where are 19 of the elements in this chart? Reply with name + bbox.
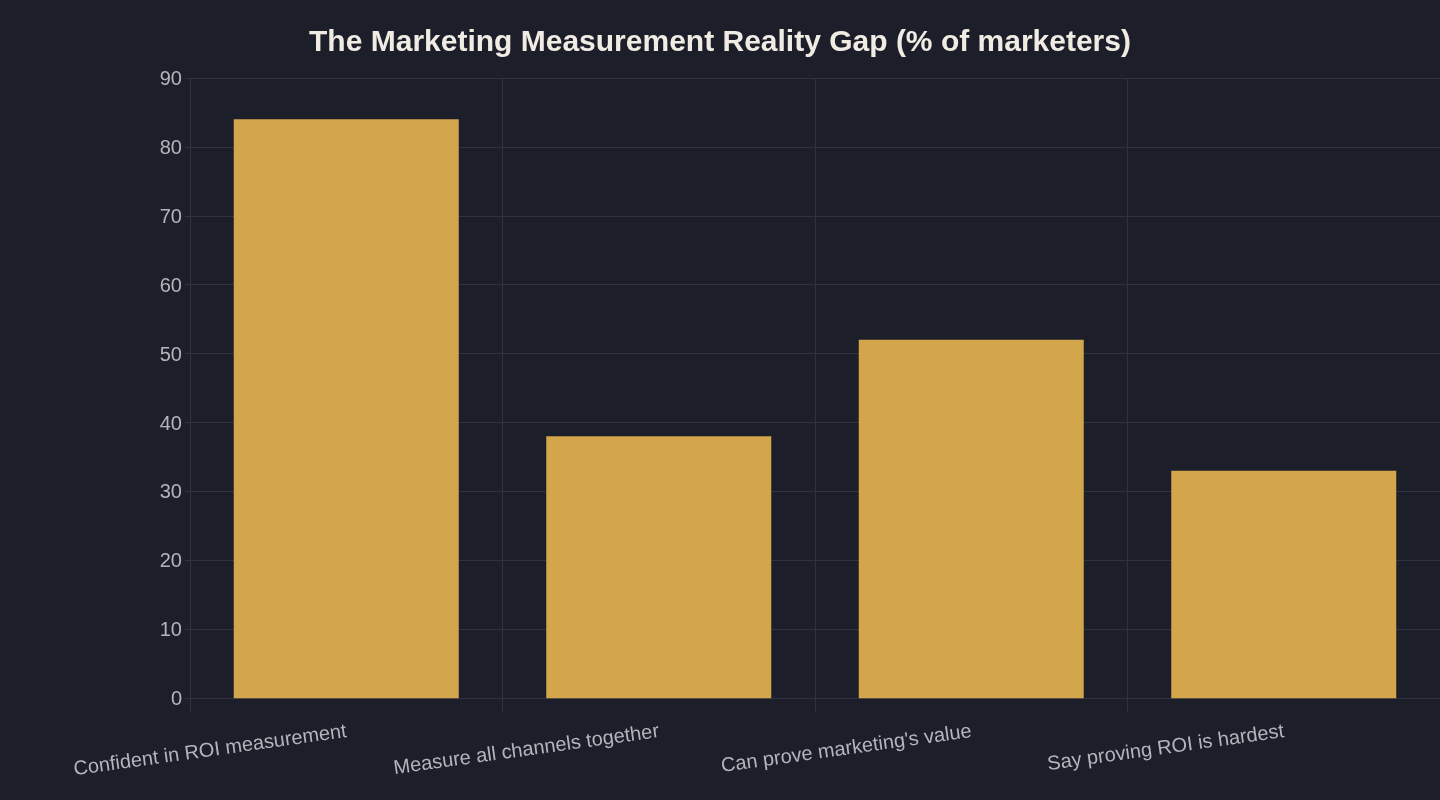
bar bbox=[858, 339, 1084, 699]
y-tick-label: 70 bbox=[159, 204, 182, 227]
y-tick-label: 20 bbox=[159, 549, 182, 572]
y-tick-label: 50 bbox=[159, 342, 182, 365]
y-tick-label: 80 bbox=[159, 135, 182, 158]
y-tick-label: 90 bbox=[159, 67, 182, 89]
y-tick-label: 0 bbox=[170, 687, 182, 710]
bar bbox=[1171, 470, 1397, 699]
x-tick-label: Measure all channels together bbox=[392, 719, 661, 779]
bar bbox=[546, 436, 772, 699]
chart-title: The Marketing Measurement Reality Gap (% of marketers) bbox=[309, 23, 1131, 57]
y-tick-label: 60 bbox=[159, 273, 182, 296]
x-tick-label: Confident in ROI measurement bbox=[71, 719, 349, 780]
y-tick-label: 40 bbox=[159, 411, 182, 434]
y-tick-label: 10 bbox=[159, 618, 182, 641]
y-tick-label: 30 bbox=[159, 480, 182, 503]
x-tick-label: Can prove marketing's value bbox=[719, 719, 973, 777]
bar bbox=[233, 119, 459, 699]
x-tick-label: Say proving ROI is hardest bbox=[1045, 719, 1286, 775]
